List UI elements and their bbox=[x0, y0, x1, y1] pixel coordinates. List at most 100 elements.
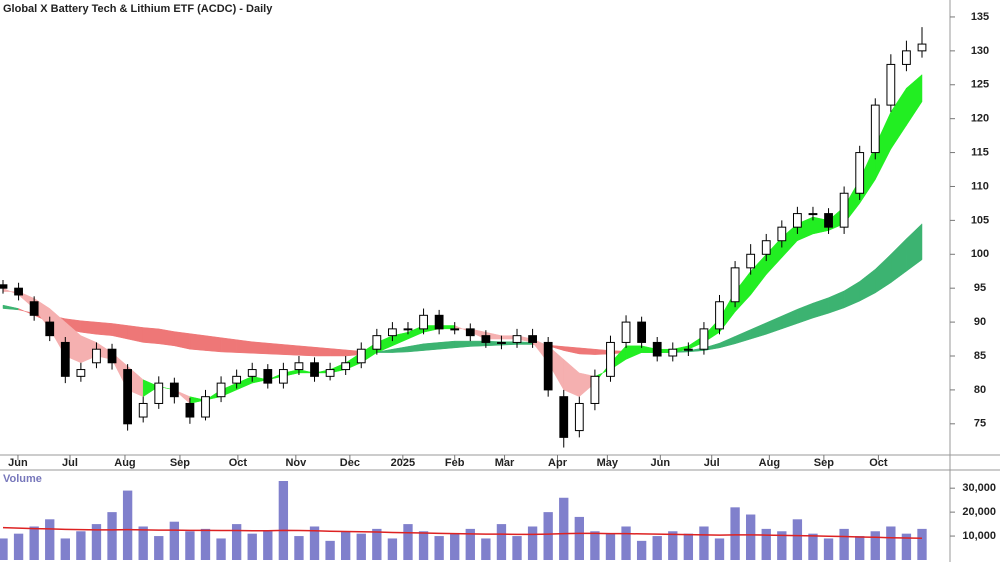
candle-body bbox=[777, 226, 787, 242]
ribbon-segment bbox=[220, 337, 237, 353]
y-tick-label: 90 bbox=[974, 316, 986, 328]
volume-bar bbox=[668, 531, 678, 560]
ribbon-segment bbox=[251, 341, 269, 355]
x-tick-label: Sep bbox=[814, 457, 834, 469]
chart-title: Global X Battery Tech & Lithium ETF (ACD… bbox=[3, 3, 273, 15]
x-tick-label: Sep bbox=[170, 457, 190, 469]
x-tick-label: Mar bbox=[495, 457, 515, 469]
volume-bar bbox=[309, 526, 320, 560]
y-tick-label: 115 bbox=[971, 146, 989, 158]
volume-bar bbox=[341, 531, 351, 560]
candle-body bbox=[154, 382, 164, 404]
ribbon-segment bbox=[298, 345, 315, 357]
volume-bar bbox=[917, 528, 927, 560]
ribbon-segment bbox=[142, 379, 160, 398]
volume-bar bbox=[808, 533, 818, 560]
ribbon-segment bbox=[906, 74, 923, 127]
volume-bar bbox=[200, 528, 211, 560]
volume-bar bbox=[45, 519, 55, 560]
ribbon-segment bbox=[189, 333, 206, 351]
ribbon-segment bbox=[96, 321, 113, 336]
volume-bar bbox=[231, 524, 242, 560]
x-tick-label: 2025 bbox=[391, 457, 415, 469]
volume-bar bbox=[481, 538, 491, 560]
candle-body bbox=[388, 328, 397, 337]
candle-body bbox=[169, 382, 179, 398]
volume-bar bbox=[652, 536, 662, 560]
volume-bar bbox=[0, 538, 8, 560]
ribbon-segment bbox=[174, 331, 191, 350]
x-tick-label: Jun bbox=[651, 457, 671, 469]
x-tick-label: Jul bbox=[704, 457, 720, 469]
candle-body bbox=[107, 348, 117, 364]
volume-bar bbox=[683, 533, 694, 560]
candle-body bbox=[559, 396, 569, 438]
ribbon-segment bbox=[267, 342, 284, 355]
volume-bar bbox=[590, 531, 600, 560]
candle-body bbox=[278, 369, 288, 384]
candle-body bbox=[855, 152, 865, 194]
candle-body bbox=[263, 369, 273, 384]
candle-body bbox=[590, 375, 600, 404]
y-tick-label: 95 bbox=[974, 282, 986, 294]
x-tick-label: Nov bbox=[285, 457, 307, 469]
volume-bar bbox=[543, 512, 553, 560]
candle-body bbox=[216, 382, 226, 398]
candle-body bbox=[138, 402, 148, 418]
x-tick-label: Dec bbox=[340, 457, 360, 469]
candle-body bbox=[356, 348, 366, 364]
candle-body bbox=[621, 321, 631, 343]
candle-body bbox=[60, 341, 70, 377]
candle-body bbox=[902, 50, 911, 65]
candle-body bbox=[497, 341, 506, 344]
x-tick-label: Aug bbox=[114, 457, 135, 469]
candle-body bbox=[450, 328, 460, 331]
volume-bar bbox=[29, 526, 39, 560]
volume-bar bbox=[512, 536, 522, 560]
volume-bar bbox=[387, 538, 398, 560]
volume-bar bbox=[169, 521, 180, 560]
y-tick-label: 120 bbox=[971, 113, 989, 125]
volume-bar bbox=[122, 490, 133, 560]
y-tick-label: 80 bbox=[974, 384, 986, 396]
candle-body bbox=[481, 335, 491, 343]
volume-bar bbox=[418, 531, 429, 560]
volume-bar bbox=[247, 533, 257, 560]
candle-body bbox=[465, 328, 475, 337]
x-tick-label: May bbox=[597, 457, 619, 469]
volume-bar bbox=[839, 528, 849, 560]
candle-body bbox=[839, 192, 849, 228]
candle-body bbox=[341, 362, 351, 371]
y-tick-label: 135 bbox=[971, 11, 989, 23]
volume-average-line bbox=[2, 526, 923, 539]
volume-bar bbox=[138, 526, 148, 560]
candle-body bbox=[403, 328, 413, 331]
volume-title: Volume bbox=[3, 473, 42, 485]
volume-bar bbox=[792, 519, 803, 560]
y-tick-label: 130 bbox=[971, 45, 989, 57]
volume-bar bbox=[559, 497, 569, 560]
candle-body bbox=[123, 369, 133, 425]
candle-body bbox=[294, 362, 304, 371]
y-tick-label: 125 bbox=[971, 79, 989, 91]
ribbon-segment bbox=[80, 320, 97, 335]
candle-body bbox=[637, 321, 647, 343]
y-tick-label: 20,000 bbox=[962, 506, 996, 518]
candle-body bbox=[247, 369, 257, 377]
y-tick-label: 110 bbox=[971, 180, 989, 192]
candle-body bbox=[14, 287, 23, 296]
candle-body bbox=[824, 213, 833, 228]
volume-bar bbox=[60, 538, 70, 560]
candle-body bbox=[419, 314, 428, 330]
candle-body bbox=[746, 253, 756, 269]
volume-bar bbox=[278, 481, 289, 560]
volume-bar bbox=[605, 533, 616, 560]
volume-bar bbox=[855, 536, 865, 560]
ribbon-segment bbox=[454, 340, 471, 349]
x-tick-label: Aug bbox=[759, 457, 780, 469]
y-tick-label: 10,000 bbox=[962, 530, 996, 542]
ribbon-segment bbox=[142, 327, 160, 345]
y-tick-label: 105 bbox=[971, 214, 989, 226]
